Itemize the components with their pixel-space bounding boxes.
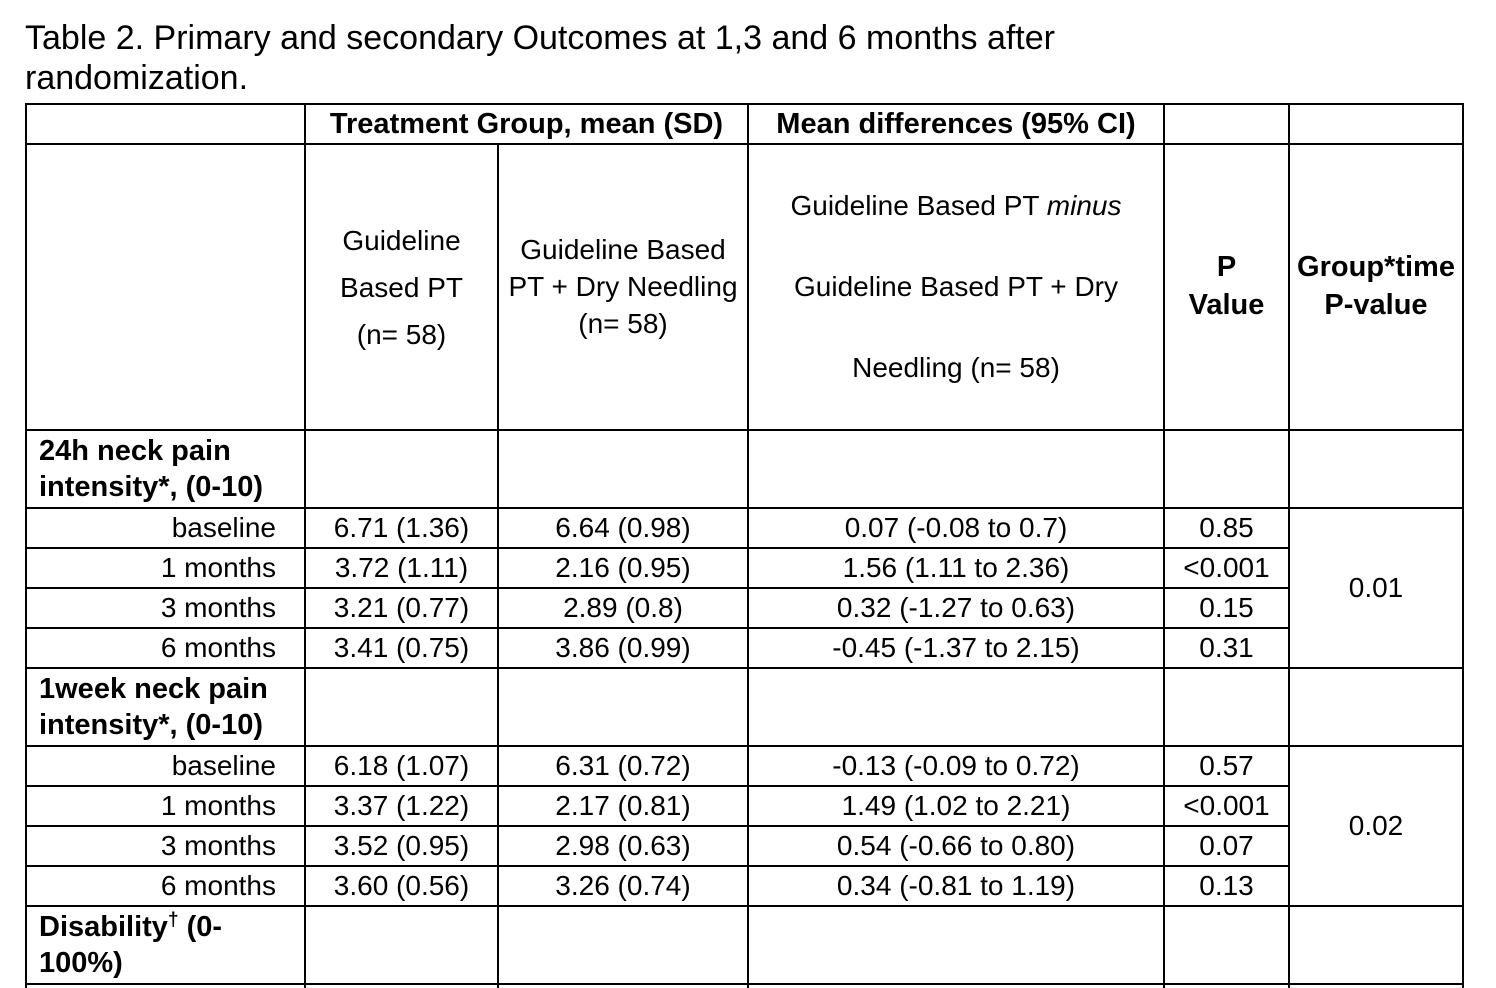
empty-cell (1163, 905, 1290, 986)
group-time-p-cell: 0.01 (1288, 507, 1464, 670)
p-value-cell: <0.001 (1163, 785, 1290, 828)
dn-mean-cell: 2.16 (0.95) (497, 547, 749, 590)
dn-mean-cell: 2.89 (0.8) (497, 587, 749, 630)
mean-diff-header-line1: Guideline Based PT minus (790, 189, 1122, 221)
group-time-column-header: Group*time P-value (1288, 142, 1464, 432)
empty-cell (747, 905, 1165, 986)
table-row: 1 months 3.72 (1.11) 2.16 (0.95) 1.56 (1… (25, 547, 1463, 590)
mean-diff-cell: -0.61 (-1.46 to 0.25) (747, 983, 1165, 988)
table-row: baseline 6.18 (1.07) 6.31 (0.72) -0.13 (… (25, 745, 1464, 908)
dn-mean-cell: 2.17 (0.81) (497, 785, 749, 828)
section-label: 1week neck pain intensity*, (0-10) (25, 667, 306, 748)
p-value-cell: <0.001 (1163, 547, 1290, 590)
row-label: baseline (25, 983, 306, 988)
dn-mean-cell: 6.31 (0.72) (497, 745, 749, 788)
mean-diff-cell: 0.32 (-1.27 to 0.63) (747, 587, 1165, 630)
row-label: baseline (25, 745, 306, 788)
p-value-column-header: P Value (1163, 142, 1290, 432)
mean-diff-cell: 0.07 (-0.08 to 0.7) (747, 507, 1165, 550)
guideline-pt-column-header: Guideline Based PT (n= 58) (304, 142, 499, 432)
mean-diff-cell: 0.34 (-0.81 to 1.19) (747, 865, 1165, 908)
empty-cell (497, 429, 749, 510)
dn-mean-cell: 27.13 (6.42) (497, 983, 749, 988)
empty-cell (1163, 667, 1290, 748)
row-label: 6 months (25, 865, 306, 908)
section-header-24h-neck-pain: 24h neck pain intensity*, (0-10) (25, 429, 1464, 510)
section-label: 24h neck pain intensity*, (0-10) (25, 429, 306, 510)
mean-diff-cell: -0.45 (-1.37 to 2.15) (747, 627, 1165, 670)
header-row-2: Guideline Based PT (n= 58) Guideline Bas… (25, 142, 1464, 432)
p-value-header-spacer (1163, 103, 1290, 145)
row-label: 6 months (25, 627, 306, 670)
corner-cell-2 (25, 142, 306, 432)
p-value-cell: 0.15 (1163, 587, 1290, 630)
mean-diff-cell: 1.56 (1.11 to 2.36) (747, 547, 1165, 590)
mean-diff-cell: 1.49 (1.02 to 2.21) (747, 785, 1165, 828)
mean-diff-cell: 0.54 (-0.66 to 0.80) (747, 825, 1165, 868)
p-value-cell: 0.57 (1163, 745, 1290, 788)
row-label: 1 months (25, 547, 306, 590)
dagger-symbol: † (167, 909, 179, 931)
pt-mean-cell: 26.52 (9.72) (304, 983, 499, 988)
section-label: Disability† (0- 100%) (25, 905, 306, 986)
mean-differences-header: Mean differences (95% CI) (747, 103, 1165, 145)
dn-mean-cell: 3.86 (0.99) (497, 627, 749, 670)
table-row: 6 months 3.60 (0.56) 3.26 (0.74) 0.34 (-… (25, 865, 1463, 908)
table-row: 3 months 3.52 (0.95) 2.98 (0.63) 0.54 (-… (25, 825, 1463, 868)
empty-cell (1288, 905, 1464, 986)
table-row: baseline 26.52 (9.72) 27.13 (6.42) -0.61… (25, 983, 1464, 988)
empty-cell (304, 667, 499, 748)
pt-mean-cell: 3.41 (0.75) (304, 627, 499, 670)
p-value-cell: 0.31 (1163, 627, 1290, 670)
row-label: 3 months (25, 587, 306, 630)
row-label: 3 months (25, 825, 306, 868)
empty-cell (497, 667, 749, 748)
mean-diff-column-header: Guideline Based PT minus Guideline Based… (747, 142, 1165, 432)
p-value-cell: 0.14 (1163, 983, 1290, 988)
empty-cell (304, 905, 499, 986)
pt-mean-cell: 3.52 (0.95) (304, 825, 499, 868)
empty-cell (1288, 667, 1464, 748)
outcomes-table: Treatment Group, mean (SD) Mean differen… (25, 103, 1464, 988)
treatment-group-header: Treatment Group, mean (SD) (304, 103, 749, 145)
empty-cell (747, 667, 1165, 748)
empty-cell (1163, 429, 1290, 510)
mean-diff-cell: -0.13 (-0.09 to 0.72) (747, 745, 1165, 788)
group-time-p-cell: 0.02 (1288, 745, 1464, 908)
group-time-header-spacer (1288, 103, 1464, 145)
p-value-cell: 0.85 (1163, 507, 1290, 550)
empty-cell (747, 429, 1165, 510)
pt-mean-cell: 6.71 (1.36) (304, 507, 499, 550)
empty-cell (1288, 429, 1464, 510)
table-row: 1 months 3.37 (1.22) 2.17 (0.81) 1.49 (1… (25, 785, 1463, 828)
row-label: baseline (25, 507, 306, 550)
table-row: baseline 6.71 (1.36) 6.64 (0.98) 0.07 (-… (25, 507, 1464, 670)
pt-mean-cell: 3.21 (0.77) (304, 587, 499, 630)
guideline-pt-dn-column-header: Guideline Based PT + Dry Needling (n= 58… (497, 142, 749, 432)
mean-diff-header-line3: Needling (n= 58) (852, 351, 1060, 383)
p-value-cell: 0.13 (1163, 865, 1290, 908)
pt-mean-cell: 3.60 (0.56) (304, 865, 499, 908)
dn-mean-cell: 3.26 (0.74) (497, 865, 749, 908)
table-row: 6 months 3.41 (0.75) 3.86 (0.99) -0.45 (… (25, 627, 1463, 670)
mean-diff-header-line2: Guideline Based PT + Dry (794, 270, 1118, 302)
group-time-p-cell: 0.09 (1288, 983, 1464, 988)
pt-mean-cell: 3.37 (1.22) (304, 785, 499, 828)
section-header-disability: Disability† (0- 100%) (25, 905, 1464, 986)
table-row: 3 months 3.21 (0.77) 2.89 (0.8) 0.32 (-1… (25, 587, 1463, 630)
p-value-cell: 0.07 (1163, 825, 1290, 868)
empty-cell (497, 905, 749, 986)
minus-italic: minus (1046, 189, 1122, 221)
table-title: Table 2. Primary and secondary Outcomes … (25, 19, 1055, 97)
section-header-1week-neck-pain: 1week neck pain intensity*, (0-10) (25, 667, 1464, 748)
pt-mean-cell: 6.18 (1.07) (304, 745, 499, 788)
dn-mean-cell: 6.64 (0.98) (497, 507, 749, 550)
empty-cell (304, 429, 499, 510)
header-row-1: Treatment Group, mean (SD) Mean differen… (25, 103, 1464, 145)
dn-mean-cell: 2.98 (0.63) (497, 825, 749, 868)
corner-cell (25, 103, 306, 145)
row-label: 1 months (25, 785, 306, 828)
pt-mean-cell: 3.72 (1.11) (304, 547, 499, 590)
